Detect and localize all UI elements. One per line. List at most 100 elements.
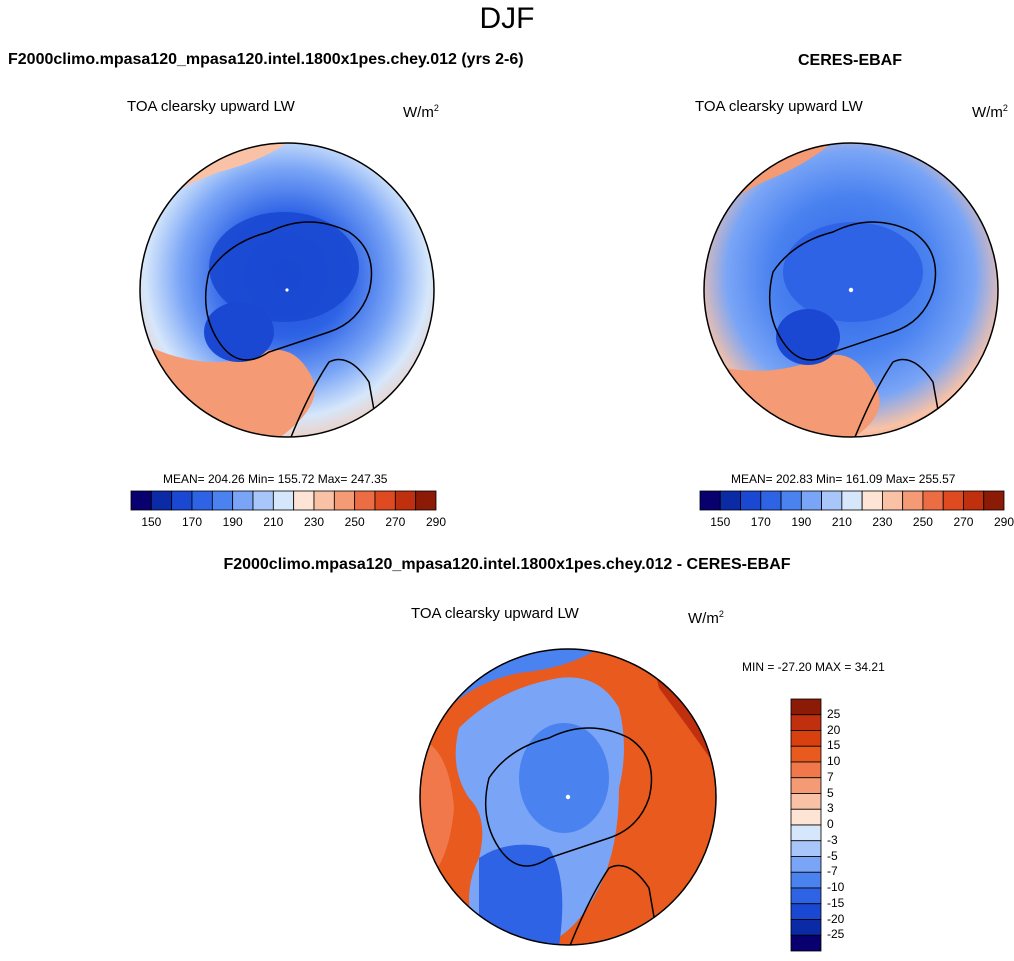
model-colorbar-cell	[130, 490, 152, 511]
diff-colorbar-tick-label: -7	[827, 864, 838, 879]
obs-variable-label: TOA clearsky upward LW	[695, 98, 863, 115]
diff-coastline	[484, 727, 653, 867]
model-colorbar-tick-label: 150	[141, 515, 162, 529]
obs-colorbar-cell	[821, 490, 843, 511]
model-colorbar-cell	[415, 490, 437, 511]
obs-colorbar-cell	[881, 490, 904, 511]
diff-variable-label: TOA clearsky upward LW	[411, 605, 579, 622]
diff-negative-south	[479, 844, 563, 945]
obs-colorbar-tick-label: 270	[953, 515, 974, 529]
model-colorbar-cell	[293, 490, 315, 511]
obs-coastline	[768, 221, 937, 361]
diff-colorbar-cell	[790, 761, 822, 779]
obs-colorbar-cell	[780, 490, 802, 511]
model-greenland-cold	[204, 302, 274, 362]
model-colorbar-cell	[232, 490, 254, 511]
obs-colorbar-cell	[740, 490, 762, 511]
model-pole-marker	[285, 288, 289, 292]
diff-colorbar-cell	[790, 730, 822, 747]
diff-colorbar-cell	[790, 903, 822, 920]
diff-colorbar-cell	[790, 808, 822, 826]
obs-colorbar-cell	[800, 490, 823, 511]
obs-coastline-europe	[852, 358, 944, 437]
diff-colorbar-cell	[790, 919, 822, 936]
diff-colorbar-tick-label: -15	[827, 895, 845, 910]
model-coastline-europe	[288, 358, 380, 437]
model-colorbar-cell	[211, 490, 234, 511]
diff-colorbar-cell	[790, 777, 822, 794]
obs-colorbar-cell	[942, 490, 964, 511]
obs-colorbar-tick-label: 290	[993, 515, 1014, 529]
obs-polar-map	[703, 142, 999, 438]
diff-colorbar-tick-label: -10	[827, 880, 845, 894]
model-colorbar-tick-label: 170	[181, 515, 203, 529]
model-colorbar-tick-label: 270	[385, 515, 406, 529]
diff-colorbar-tick-label: 7	[827, 769, 834, 784]
model-colorbar-tick-label: 190	[222, 515, 243, 529]
model-colorbar-cell	[394, 490, 417, 511]
model-colorbar-tick-label: 210	[263, 515, 284, 529]
obs-colorbar-tick-label: 210	[831, 515, 852, 529]
obs-colorbar-tick-label: 250	[912, 515, 933, 529]
diff-colorbar-tick-label: 5	[827, 785, 834, 800]
model-colorbar-cell	[191, 490, 213, 511]
diff-colorbar	[790, 698, 822, 952]
diff-stats: MIN = -27.20 MAX = 34.21	[742, 660, 885, 674]
diff-colorbar-tick-label: 3	[827, 801, 834, 816]
model-colorbar-cell	[171, 490, 193, 511]
diff-colorbar-cell	[790, 840, 822, 857]
model-map-border	[139, 142, 435, 438]
obs-colorbar	[699, 490, 1005, 511]
model-colorbar-ticks: 150 170 190 210 230 250 270 290	[131, 515, 446, 531]
diff-map-border	[419, 648, 717, 946]
model-units-label: W/m2	[403, 103, 439, 121]
diff-colorbar-cell	[790, 856, 822, 873]
diff-colorbar-tick-label: 15	[827, 738, 841, 753]
model-colorbar-cell	[272, 490, 295, 511]
model-coastline	[204, 221, 373, 361]
model-variable-label: TOA clearsky upward LW	[127, 98, 295, 115]
obs-pole-marker	[848, 287, 854, 293]
obs-colorbar-cell	[719, 490, 741, 511]
model-colorbar-cell	[313, 490, 335, 511]
season-title: DJF	[479, 2, 535, 35]
obs-colorbar-cell	[841, 490, 863, 511]
diff-colorbar-tick-label: 10	[827, 754, 841, 768]
diff-colorbar-tick-label: 25	[827, 706, 841, 721]
obs-stats: MEAN= 202.83 Min= 161.09 Max= 255.57	[731, 472, 956, 486]
obs-colorbar-tick-label: 170	[750, 515, 771, 529]
diff-panel-title: F2000climo.mpasa120_mpasa120.intel.1800x…	[223, 556, 791, 573]
obs-colorbar-tick-label: 150	[710, 515, 731, 529]
diff-colorbar-tick-label: 20	[827, 722, 841, 737]
obs-cold-core	[783, 222, 923, 322]
diff-colorbar-cell	[790, 714, 822, 731]
obs-colorbar-ticks: 150 170 190 210 230 250 270 290	[700, 515, 1014, 531]
obs-colorbar-tick-label: 190	[791, 515, 812, 529]
model-colorbar-cell	[374, 490, 396, 511]
diff-colorbar-tick-label: 0	[827, 817, 834, 831]
obs-colorbar-cell	[902, 490, 924, 511]
diff-colorbar-cell	[790, 793, 822, 810]
obs-colorbar-cell	[760, 490, 782, 511]
model-colorbar-tick-label: 230	[303, 515, 325, 529]
obs-greenland-cold	[776, 309, 840, 365]
diff-colorbar-cell	[790, 824, 822, 842]
model-colorbar	[130, 490, 437, 511]
diff-polar-map	[419, 648, 717, 946]
model-colorbar-cell	[333, 490, 356, 511]
diff-colorbar-cell	[790, 698, 822, 716]
diff-pole-marker	[565, 794, 571, 800]
model-colorbar-cell	[354, 490, 376, 511]
model-colorbar-cell	[252, 490, 274, 511]
obs-map-border	[703, 142, 999, 438]
diff-units-label: W/m2	[688, 609, 724, 627]
diff-cold-core	[519, 723, 609, 833]
diff-colorbar-tick-label: -25	[827, 927, 845, 942]
diff-colorbar-tick-label: -3	[827, 832, 838, 847]
diff-coastline-europe	[568, 864, 660, 945]
diff-colorbar-tick-label: -20	[827, 911, 845, 926]
model-polar-map	[139, 142, 435, 438]
model-colorbar-tick-label: 250	[344, 515, 365, 529]
model-colorbar-cell	[150, 490, 173, 511]
obs-colorbar-cell	[922, 490, 944, 511]
